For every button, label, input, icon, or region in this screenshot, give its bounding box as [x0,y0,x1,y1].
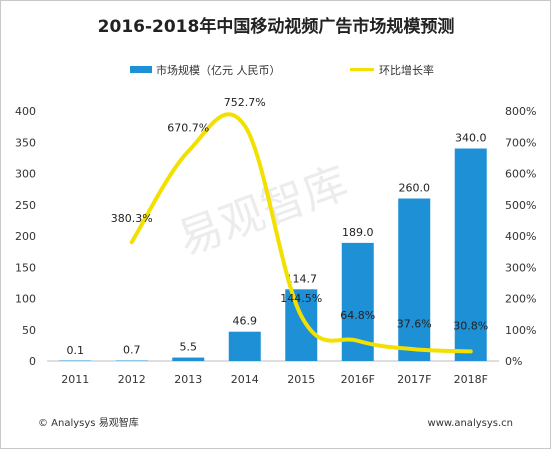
line-value-label: 64.8% [340,309,375,322]
y-left-tick-label: 150 [15,261,36,274]
y-left-tick-label: 300 [15,168,36,181]
bar-value-label: 189.0 [342,226,374,239]
y-right-tick-label: 200% [505,293,536,306]
legend: 市场规模（亿元 人民币） 环比增长率 [130,63,434,77]
y-left-tick-label: 0 [29,355,36,368]
line-value-label: 752.7% [224,96,266,109]
bar [454,148,487,361]
x-tick-label: 2011 [61,373,89,386]
bar-value-label: 114.7 [286,272,318,285]
y-right-tick-label: 700% [505,136,536,149]
footer-source: © Analysys 易观智库 [38,416,139,429]
x-tick-label: 2014 [231,373,259,386]
y-left-tick-label: 400 [15,105,36,118]
bar [398,198,431,361]
y-right-tick-label: 300% [505,261,536,274]
x-tick-label: 2016F [341,373,375,386]
line-value-label: 30.8% [453,319,488,332]
y-left-tick-label: 250 [15,199,36,212]
bar-value-label: 0.1 [67,344,85,357]
line-value-label: 670.7% [167,121,209,134]
x-tick-label: 2012 [118,373,146,386]
y-right-tick-label: 0% [505,355,522,368]
y-right-tick-label: 600% [505,168,536,181]
line-value-label: 144.5% [280,292,322,305]
bar-value-label: 46.9 [233,315,258,328]
x-tick-label: 2015 [287,373,315,386]
bar-value-labels: 0.1 0.7 5.5 46.9 114.7 189.0 260.0 340.0 [67,132,487,357]
bar-value-label: 340.0 [455,132,487,145]
bar [172,357,205,361]
bar [285,289,318,361]
y-left-tick-label: 100 [15,293,36,306]
footer-url: www.analysys.cn [428,418,513,429]
line-value-label: 380.3% [111,212,153,225]
y-right-tick-label: 400% [505,230,536,243]
growth-line [129,112,473,354]
chart-title: 2016-2018年中国移动视频广告市场规模预测 [98,16,455,37]
bar [115,360,148,361]
legend-bar-label: 市场规模（亿元 人民币） [156,63,281,77]
bar [59,360,92,361]
bar-value-label: 260.0 [399,182,431,195]
y-left-tick-label: 200 [15,230,36,243]
line-value-label: 37.6% [397,317,432,330]
bar-value-label: 0.7 [123,344,141,357]
bar [228,331,261,361]
x-tick-label: 2018F [454,373,488,386]
y-right-tick-label: 500% [505,199,536,212]
x-tick-label: 2013 [174,373,202,386]
legend-bar-swatch [130,66,152,73]
y-left-tick-label: 350 [15,136,36,149]
bar-value-label: 5.5 [180,341,198,354]
axes: 0 50 100 150 200 250 300 350 400 0% 100% 200% 300% 40… [15,105,536,386]
line-value-labels: 380.3% 670.7% 752.7% 144.5% 64.8% 37.6% 30.8% [111,96,488,333]
y-left-tick-label: 50 [22,324,36,337]
legend-line-label: 环比增长率 [379,63,434,77]
line-series [129,112,473,354]
x-tick-label: 2017F [397,373,431,386]
y-right-tick-label: 800% [505,105,536,118]
y-right-tick-label: 100% [505,324,536,337]
